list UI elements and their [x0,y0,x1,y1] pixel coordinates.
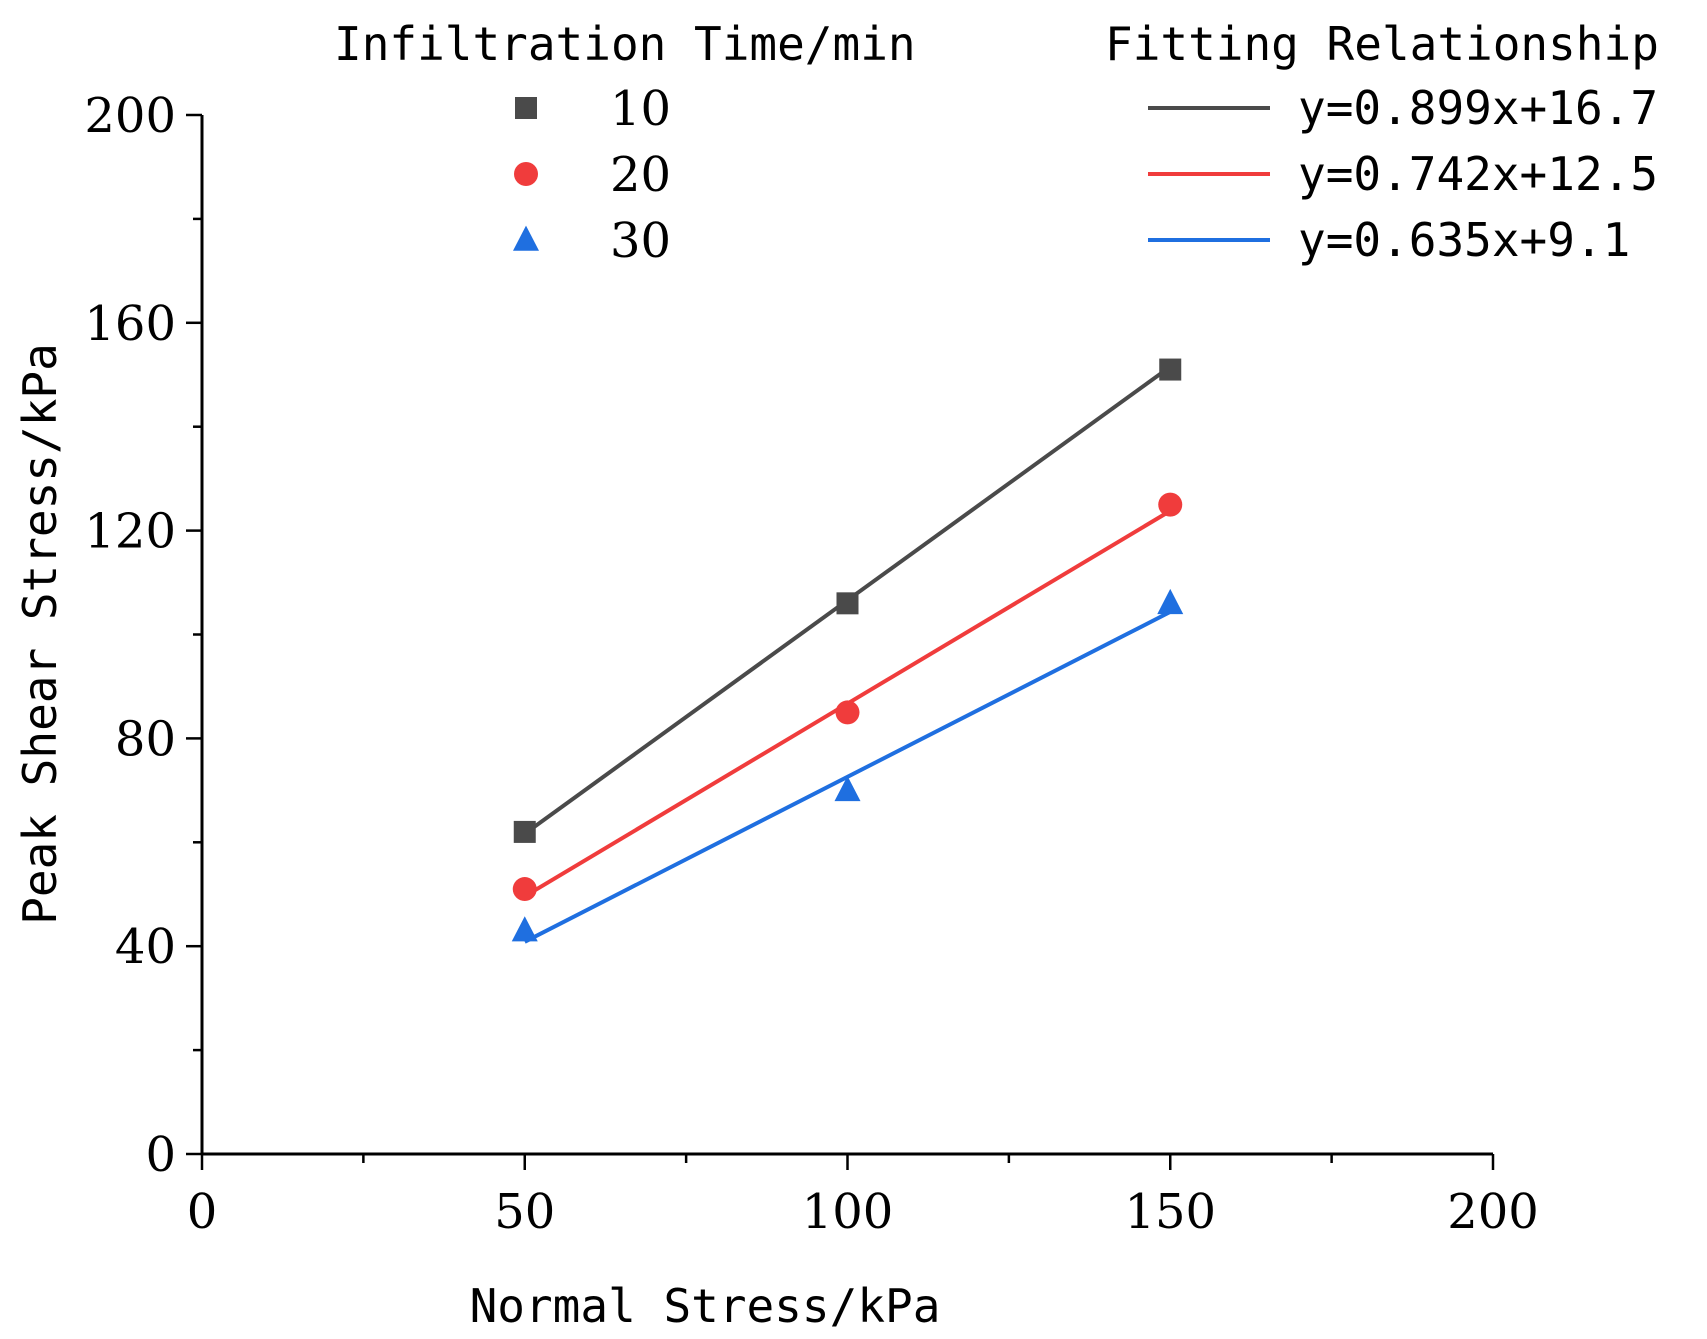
legend-marker-10 [515,97,537,119]
y-tick-label: 120 [84,504,176,560]
y-axis-title: Peak Shear Stress/kPa [13,343,67,925]
data-point-20 [835,700,860,725]
legend-marker-30 [513,225,539,251]
x-tick-label: 200 [1447,1184,1539,1240]
legend: Infiltration Time/min Fitting Relationsh… [334,17,1659,269]
legend-fit-label-20: y=0.742x+12.5 [1298,147,1658,201]
data-point-30 [1157,588,1184,615]
x-axis-title: Normal Stress/kPa [470,1279,941,1333]
legend-fit-label-30: y=0.635x+9.1 [1298,213,1630,267]
legend-markers-title: Infiltration Time/min [334,17,916,71]
legend-label-30: 30 [610,213,671,269]
x-tick-label: 100 [802,1184,894,1240]
y-tick-label: 160 [84,296,176,352]
data-points [511,358,1184,942]
data-point-10 [836,592,859,615]
y-tick-label: 40 [115,919,176,975]
legend-fits-title: Fitting Relationship [1105,17,1659,71]
x-tick-label: 0 [187,1184,218,1240]
y-tick-label: 0 [145,1127,176,1183]
legend-label-10: 10 [610,81,671,137]
fit-lines [523,365,1172,944]
data-point-20 [1158,492,1183,517]
data-point-30 [834,775,861,802]
legend-marker-20 [514,162,538,186]
data-point-10 [1159,358,1182,381]
axes: 0 50 100 150 200 0 40 80 120 160 200 [84,88,1538,1240]
data-point-30 [511,916,538,942]
legend-fit-label-10: y=0.899x+16.7 [1298,81,1658,135]
legend-label-20: 20 [610,147,671,203]
x-tick-label: 150 [1124,1184,1216,1240]
y-tick-label: 80 [115,711,176,767]
data-point-10 [513,820,536,843]
y-tick-label: 200 [84,88,176,144]
x-tick-label: 50 [494,1184,555,1240]
data-point-20 [512,877,537,902]
